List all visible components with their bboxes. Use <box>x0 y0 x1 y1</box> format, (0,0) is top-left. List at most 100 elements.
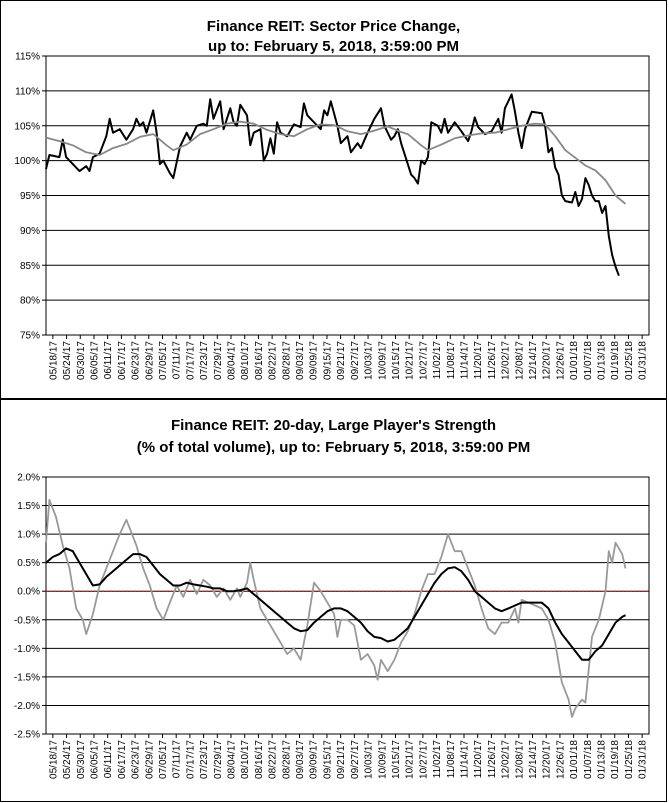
price-xtick-label: 09/09/17 <box>309 341 320 380</box>
strength-chart-svg: -2.5% -2.0% -1.5% -1.0% -0.5% 0.0% 0.5% 1.0% 1.5… <box>14 473 650 779</box>
price-xtick-label: 07/11/17 <box>172 341 183 380</box>
price-xtick-label: 06/29/17 <box>144 341 155 380</box>
strength-xtick-label: 09/27/17 <box>350 740 361 779</box>
strength-ytick-label: -1.5% <box>14 672 40 683</box>
strength-xtick-label: 09/03/17 <box>295 740 306 779</box>
price-ytick-label: 115% <box>15 52 40 63</box>
strength-xtick-label: 12/02/17 <box>501 740 512 779</box>
strength-ytick-label: 0.0% <box>17 587 40 598</box>
strength-xtick-label: 10/03/17 <box>364 740 375 779</box>
strength-xtick-label: 06/17/17 <box>117 740 128 779</box>
price-xtick-label: 09/21/17 <box>336 341 347 380</box>
strength-xtick-label: 11/02/17 <box>432 740 443 779</box>
strength-ytick-label: 1.5% <box>17 501 40 512</box>
price-xtick-label: 01/01/18 <box>569 341 580 380</box>
strength-ytick-label: 1.0% <box>17 530 40 541</box>
price-series-price-ma <box>45 120 627 205</box>
price-change-chart-panel: Finance REIT: Sector Price Change, up to… <box>0 0 667 399</box>
price-xtick-label: 01/13/18 <box>597 341 608 380</box>
strength-xtick-label: 01/25/18 <box>624 740 635 779</box>
strength-xtick-label: 05/24/17 <box>62 740 73 779</box>
price-chart-svg: 75%80%85%90%95%100%105%110%115%05/18/17 0… <box>14 52 650 380</box>
strength-series-strength-raw <box>45 498 627 718</box>
strength-xtick-label: 08/16/17 <box>254 740 265 779</box>
strength-xtick-label: 01/01/18 <box>569 740 580 779</box>
strength-ytick-label: -0.5% <box>14 615 40 626</box>
strength-xtick-label: 09/21/17 <box>336 740 347 779</box>
strength-chart-subtitle: (% of total volume), up to: February 5, … <box>136 439 531 456</box>
strength-xtick-label: 10/27/17 <box>418 740 429 779</box>
price-xtick-label: 10/03/17 <box>364 341 375 380</box>
price-xtick-label: 01/31/18 <box>638 341 649 380</box>
price-chart-title: Finance REIT: Sector Price Change, <box>206 18 461 35</box>
strength-xtick-label: 01/19/18 <box>610 740 621 779</box>
strength-xtick-label: 11/26/17 <box>487 740 498 779</box>
price-xtick-label: 08/10/17 <box>240 341 251 380</box>
price-ytick-label: 90% <box>20 226 40 237</box>
price-ytick-label: 75% <box>20 331 40 342</box>
price-xtick-label: 07/23/17 <box>199 341 210 380</box>
strength-ytick-label: 0.5% <box>17 558 40 569</box>
strength-xtick-label: 01/13/18 <box>597 740 608 779</box>
price-ytick-label: 100% <box>14 156 40 167</box>
strength-xtick-label: 12/14/17 <box>528 740 539 779</box>
price-xtick-label: 08/04/17 <box>227 341 238 380</box>
strength-ytick-label: 2.0% <box>17 473 40 484</box>
price-xtick-label: 06/05/17 <box>89 341 100 380</box>
price-xtick-label: 08/28/17 <box>281 341 292 380</box>
price-xtick-label: 12/02/17 <box>501 341 512 380</box>
strength-xtick-label: 08/10/17 <box>240 740 251 779</box>
price-xtick-label: 06/17/17 <box>117 341 128 380</box>
price-ytick-label: 80% <box>20 296 40 307</box>
strength-xtick-label: 11/08/17 <box>446 740 457 779</box>
price-xtick-label: 07/29/17 <box>213 341 224 380</box>
strength-xtick-label: 06/11/17 <box>103 740 114 779</box>
strength-xtick-label: 07/29/17 <box>213 740 224 779</box>
strength-xtick-label: 12/26/17 <box>555 740 566 779</box>
price-xtick-label: 10/15/17 <box>391 341 402 380</box>
strength-xtick-label: 08/22/17 <box>268 740 279 779</box>
strength-xtick-label: 07/23/17 <box>199 740 210 779</box>
strength-xtick-label: 06/23/17 <box>131 740 142 779</box>
strength-xtick-label: 07/05/17 <box>158 740 169 779</box>
price-plot-area <box>45 55 650 336</box>
strength-xtick-label: 06/29/17 <box>144 740 155 779</box>
price-xtick-label: 06/11/17 <box>103 341 114 380</box>
strength-xtick-label: 09/09/17 <box>309 740 320 779</box>
price-xtick-label: 09/15/17 <box>322 341 333 380</box>
price-xtick-label: 12/20/17 <box>542 341 553 380</box>
price-xtick-label: 07/17/17 <box>185 341 196 380</box>
price-xtick-label: 09/03/17 <box>295 341 306 380</box>
price-xtick-label: 01/07/18 <box>583 341 594 380</box>
strength-chart-title: Finance REIT: 20-day, Large Player's Str… <box>170 417 497 434</box>
strength-xtick-label: 06/05/17 <box>89 740 100 779</box>
price-ytick-label: 95% <box>20 191 40 202</box>
strength-xtick-label: 11/20/17 <box>473 740 484 779</box>
strength-xtick-label: 08/28/17 <box>281 740 292 779</box>
price-xtick-label: 10/27/17 <box>418 341 429 380</box>
strength-plot-area <box>45 476 650 735</box>
price-xtick-label: 08/16/17 <box>254 341 265 380</box>
strength-xtick-label: 05/18/17 <box>48 740 59 779</box>
price-xtick-label: 10/09/17 <box>377 341 388 380</box>
strength-ytick-label: -1.0% <box>14 644 40 655</box>
price-ytick-label: 110% <box>15 86 40 97</box>
strength-ytick-label: -2.5% <box>14 730 40 741</box>
price-xtick-label: 01/19/18 <box>610 341 621 380</box>
price-xtick-label: 12/08/17 <box>514 341 525 380</box>
strength-ytick-label: -2.0% <box>14 701 40 712</box>
price-xtick-label: 09/27/17 <box>350 341 361 380</box>
price-ytick-label: 85% <box>20 261 40 272</box>
strength-xtick-label: 10/09/17 <box>377 740 388 779</box>
price-xtick-label: 05/24/17 <box>62 341 73 380</box>
price-ytick-label: 105% <box>14 121 40 132</box>
strength-xtick-label: 12/08/17 <box>514 740 525 779</box>
price-xtick-label: 08/22/17 <box>268 341 279 380</box>
strength-xtick-label: 12/20/17 <box>542 740 553 779</box>
strength-xtick-label: 10/15/17 <box>391 740 402 779</box>
strength-xtick-label: 07/11/17 <box>172 740 183 779</box>
price-xtick-label: 05/30/17 <box>76 341 87 380</box>
strength-xtick-label: 01/31/18 <box>638 740 649 779</box>
strength-xtick-label: 07/17/17 <box>185 740 196 779</box>
price-xtick-label: 11/14/17 <box>459 341 470 380</box>
